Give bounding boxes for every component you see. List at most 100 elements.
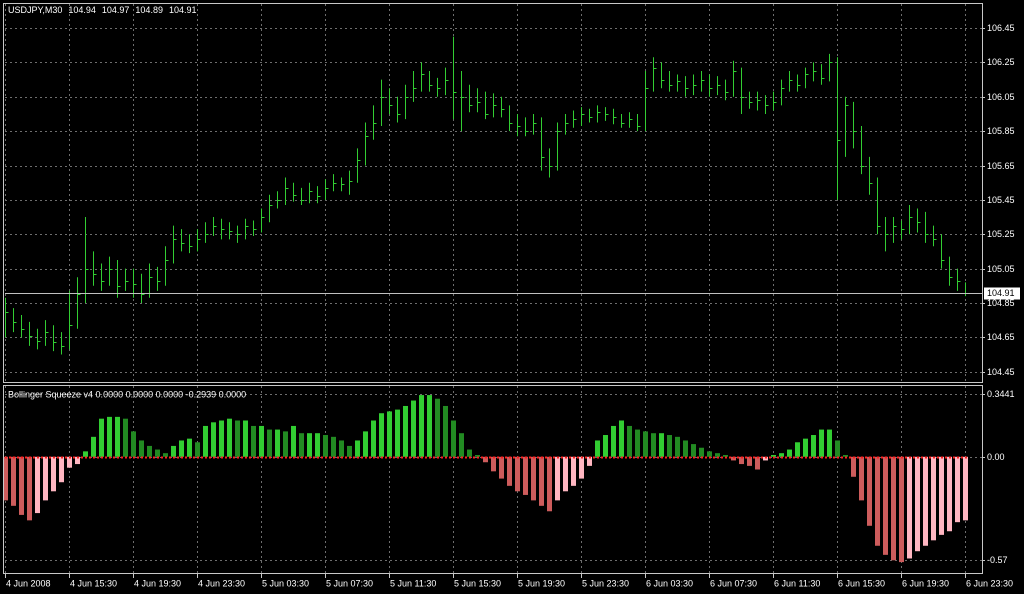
histogram-bar — [475, 454, 480, 457]
histogram-bar — [459, 433, 464, 457]
histogram-bar — [675, 436, 680, 457]
histogram-bar — [947, 456, 952, 532]
x-tick-label: 5 Jun 23:30 — [582, 578, 629, 588]
current-price-label: 104.91 — [987, 288, 1015, 298]
histogram-bar — [363, 431, 368, 457]
histogram-bar — [91, 436, 96, 457]
price-panel-frame — [3, 3, 983, 383]
histogram-bar — [923, 456, 928, 546]
histogram-bar — [683, 440, 688, 457]
histogram-bar — [763, 456, 768, 461]
histogram-bar — [963, 456, 968, 521]
x-tick-label: 5 Jun 15:30 — [454, 578, 501, 588]
histogram-bar — [451, 420, 456, 457]
histogram-bar — [27, 456, 32, 521]
histogram-bar — [235, 420, 240, 457]
histogram-bar — [323, 435, 328, 457]
histogram-bar — [787, 449, 792, 457]
histogram-bar — [715, 453, 720, 457]
histogram-bar — [819, 429, 824, 457]
histogram-bar — [203, 425, 208, 457]
x-tick-label: 4 Jun 2008 — [6, 578, 51, 588]
histogram-bar — [635, 429, 640, 457]
histogram-bar — [259, 425, 264, 457]
indicator-panel-frame — [3, 385, 983, 574]
histogram-bar — [499, 456, 504, 479]
histogram-bar — [731, 456, 736, 461]
histogram-bar — [851, 456, 856, 477]
x-tick-label: 6 Jun 03:30 — [646, 578, 693, 588]
x-tick-label: 4 Jun 23:30 — [198, 578, 245, 588]
y-tick-label: 105.05 — [987, 264, 1015, 274]
histogram-bar — [147, 445, 152, 457]
histogram-bar — [339, 440, 344, 457]
histogram-bar — [899, 456, 904, 563]
histogram-bar — [875, 456, 880, 546]
histogram-bar — [179, 440, 184, 457]
histogram-bar — [387, 411, 392, 457]
histogram-bar — [843, 454, 848, 457]
histogram-bar — [163, 453, 168, 457]
histogram-bar — [315, 433, 320, 457]
histogram-bar — [547, 456, 552, 512]
histogram-bar — [835, 440, 840, 457]
header-value: 104.91 — [169, 5, 197, 15]
histogram-bar — [435, 398, 440, 457]
histogram-bar — [379, 413, 384, 457]
histogram-bar — [443, 405, 448, 457]
histogram-bar — [747, 456, 752, 466]
histogram-bar — [619, 420, 624, 457]
histogram-bar — [827, 429, 832, 457]
histogram-bar — [291, 425, 296, 457]
histogram-bar — [651, 433, 656, 457]
y-tick-label: 105.65 — [987, 161, 1015, 171]
histogram-bar — [931, 456, 936, 541]
histogram-bar — [955, 456, 960, 523]
marks — [3, 36, 982, 563]
header-value: 104.94 — [68, 5, 96, 15]
histogram-bar — [907, 456, 912, 559]
histogram-bar — [267, 429, 272, 457]
histogram-bar — [67, 456, 72, 468]
histogram-bar — [659, 433, 664, 457]
y-tick-label: 106.05 — [987, 92, 1015, 102]
histogram-bar — [779, 453, 784, 457]
histogram-bar — [139, 440, 144, 457]
x-tick-label: 4 Jun 15:30 — [70, 578, 117, 588]
histogram-bar — [587, 456, 592, 466]
histogram-bar — [19, 456, 24, 515]
histogram-bar — [891, 456, 896, 561]
histogram-bar — [59, 456, 64, 483]
histogram-bar — [51, 456, 56, 492]
histogram-bar — [355, 440, 360, 457]
symbol-title: USDJPY,M30 — [8, 5, 62, 15]
histogram-bar — [803, 438, 808, 457]
current-price-box — [984, 287, 1020, 300]
histogram-bar — [123, 418, 128, 457]
histogram-bar — [611, 425, 616, 457]
y-tick-label: 104.45 — [987, 367, 1015, 377]
histogram-bar — [419, 395, 424, 457]
histogram-bar — [739, 456, 744, 465]
histogram-bar — [859, 456, 864, 501]
histogram-bar — [283, 431, 288, 457]
histogram-bar — [211, 422, 216, 457]
histogram-bar — [699, 447, 704, 457]
histogram-bar — [107, 416, 112, 457]
chart-header: USDJPY,M30 104.94 104.97 104.89 104.91 — [8, 5, 196, 15]
histogram-bar — [539, 456, 544, 506]
x-tick-label: 4 Jun 19:30 — [134, 578, 181, 588]
histogram-bar — [515, 456, 520, 492]
histogram-bar — [195, 442, 200, 457]
histogram-bar — [755, 456, 760, 470]
histogram-bar — [771, 454, 776, 457]
histogram-bar — [939, 456, 944, 535]
y-tick-label: -0.57 — [987, 555, 1008, 565]
histogram-bar — [11, 456, 16, 506]
histogram-bar — [251, 425, 256, 457]
histogram-bar — [883, 456, 888, 555]
histogram-bar — [219, 420, 224, 457]
histogram-bar — [331, 436, 336, 457]
histogram-bar — [99, 418, 104, 457]
